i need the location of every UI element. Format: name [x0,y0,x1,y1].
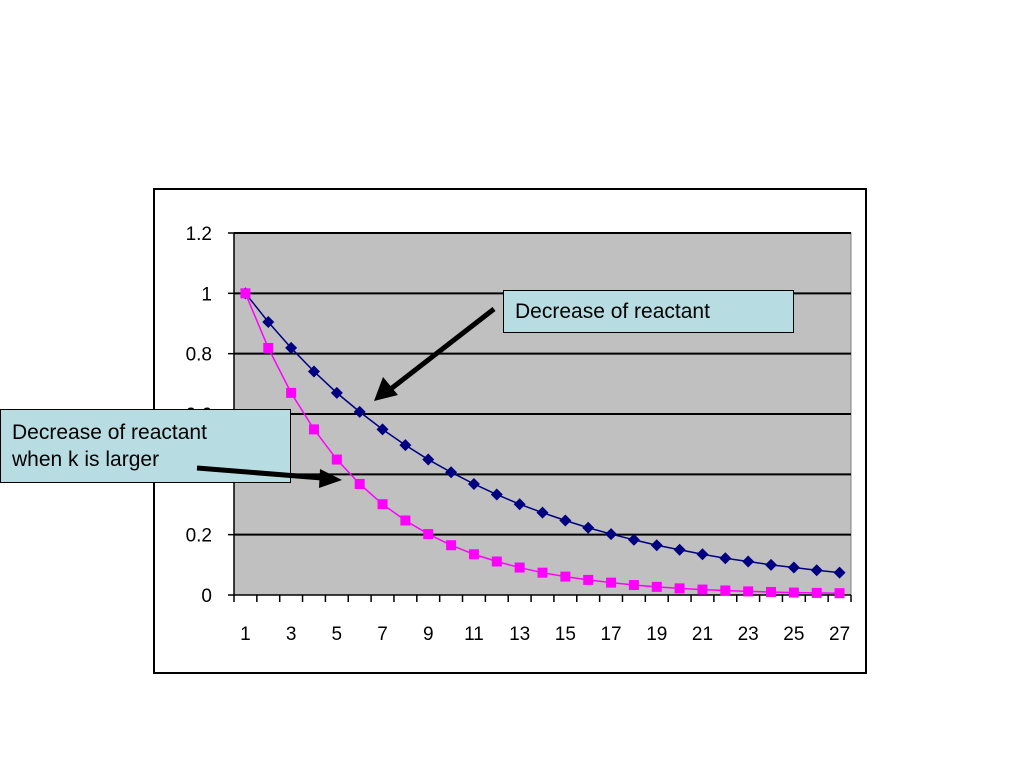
data-point-diamond [787,561,800,574]
y-tick-label: 0 [201,586,212,607]
x-tick-label: 17 [600,624,621,645]
data-point-square [560,571,571,582]
callout-text: Decrease of reactant [515,300,710,323]
data-point-diamond [490,488,503,501]
y-tick-label: 0.2 [186,526,212,547]
data-point-diamond [307,365,320,378]
data-point-square [286,387,297,398]
x-tick-label: 11 [464,624,484,645]
data-point-diamond [650,539,663,552]
y-tick-label: 0.8 [186,345,212,366]
data-point-square [743,586,754,597]
data-point-square [811,587,822,598]
data-point-square [446,540,457,551]
data-point-square [331,454,342,465]
data-point-diamond [765,558,778,571]
x-tick-label: 3 [286,624,297,645]
data-point-diamond [627,533,640,546]
x-tick-label: 19 [646,624,667,645]
data-point-diamond [353,405,366,418]
data-point-diamond [673,543,686,556]
data-point-square [606,577,617,588]
data-point-diamond [582,521,595,534]
data-point-diamond [742,555,755,568]
x-tick-label: 23 [738,624,759,645]
data-point-square [697,584,708,595]
data-point-diamond [536,506,549,519]
data-point-square [834,588,845,599]
x-tick-label: 1 [240,624,251,645]
data-point-square [651,581,662,592]
data-point-square [400,515,411,526]
data-point-diamond [376,423,389,436]
data-point-diamond [422,453,435,466]
data-point-square [423,529,434,540]
x-tick-label: 13 [509,624,530,645]
data-point-square [628,580,639,591]
callout-decrease-of-reactant: Decrease of reactant [503,290,794,333]
data-point-diamond [467,477,480,490]
data-point-diamond [696,548,709,561]
data-point-diamond [810,564,823,577]
data-point-square [674,583,685,594]
y-tick-label: 1.2 [186,224,212,245]
data-point-diamond [285,341,298,354]
x-tick-label: 9 [423,624,434,645]
x-tick-label: 7 [377,624,388,645]
data-point-square [308,424,319,435]
callout-line-2: when k is larger [12,448,160,472]
data-point-diamond [559,514,572,527]
data-point-diamond [719,552,732,565]
data-point-square [788,587,799,598]
data-point-square [491,556,502,567]
data-point-diamond [399,439,412,452]
data-point-square [240,288,251,299]
data-point-square [377,499,388,510]
y-tick-label: 1 [201,284,212,305]
data-point-diamond [605,528,618,541]
data-point-square [263,342,274,353]
data-point-square [514,562,525,573]
x-tick-label: 5 [332,624,343,645]
data-point-square [468,549,479,560]
data-point-diamond [833,566,846,579]
data-point-square [354,478,365,489]
data-point-square [583,574,594,585]
x-tick-label: 21 [692,624,713,645]
data-point-diamond [262,315,275,328]
data-point-square [537,567,548,578]
data-point-square [720,585,731,596]
data-point-diamond [445,466,458,479]
data-point-diamond [513,498,526,511]
callout-line-1: Decrease of reactant [12,421,207,444]
x-tick-label: 27 [829,624,850,645]
x-tick-label: 25 [783,624,804,645]
data-point-diamond [330,386,343,399]
callout-decrease-when-k-larger: Decrease of reactant when k is larger [0,409,291,483]
x-tick-label: 15 [555,624,576,645]
data-point-square [766,586,777,597]
